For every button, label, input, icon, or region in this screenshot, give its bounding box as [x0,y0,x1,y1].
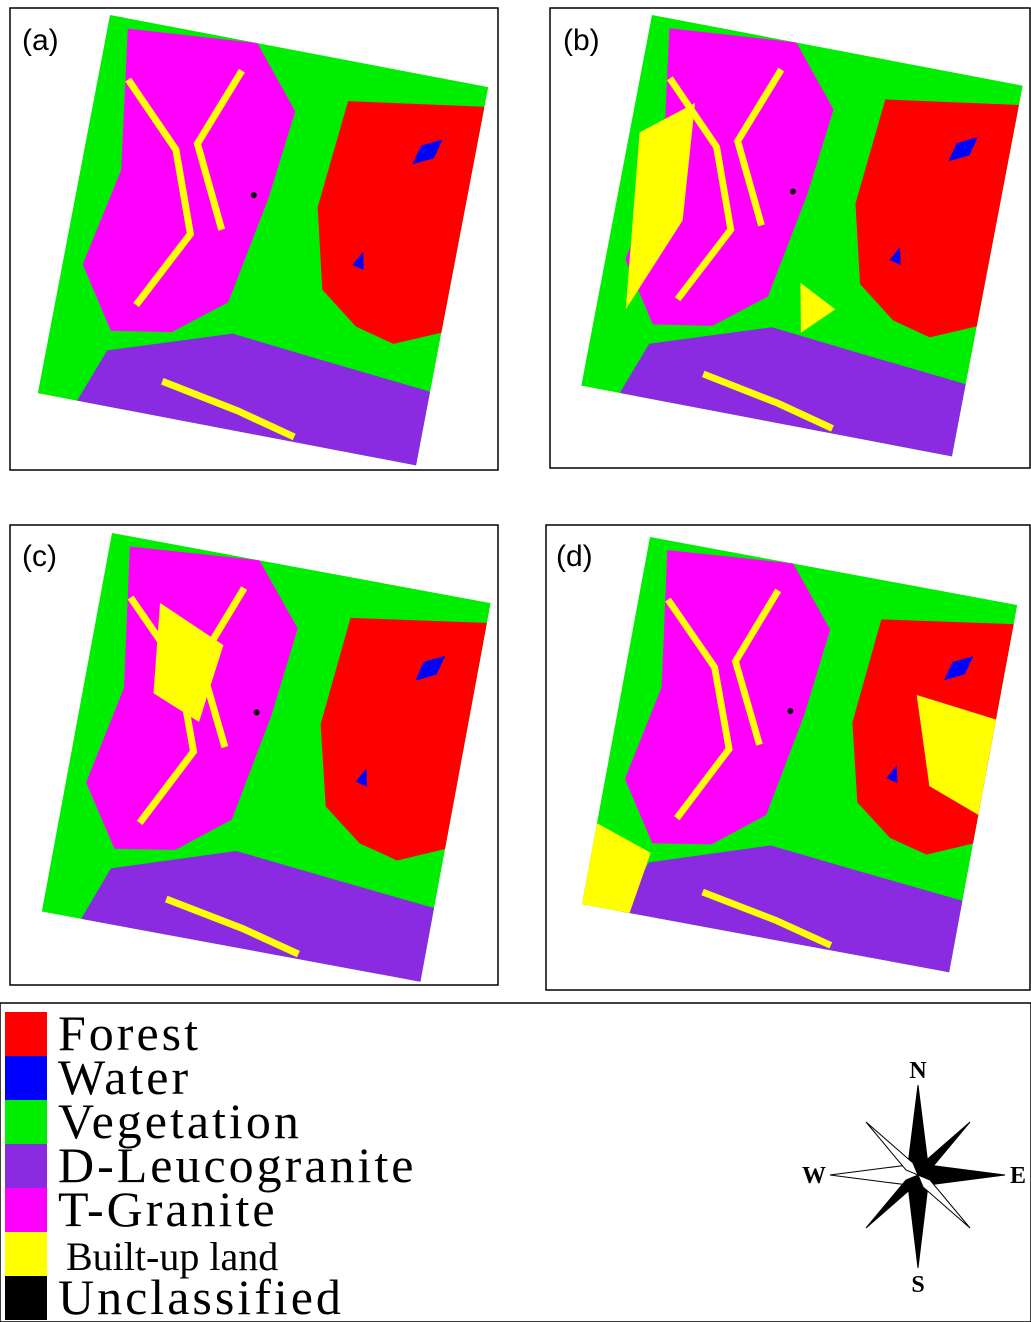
legend-swatch [5,1100,47,1144]
compass-letter: N [909,1058,927,1084]
legend-label: Unclassified [58,1269,344,1322]
compass-letter: S [911,1272,924,1298]
legend-swatch [5,1144,47,1188]
panel-label: (a) [22,24,59,57]
panel-label: (c) [22,540,57,573]
map-panel [582,537,1017,972]
legend: ForestWaterVegetationD-LeucograniteT-Gra… [5,1005,417,1322]
map-panel [581,15,1022,456]
panel-label: (d) [556,540,593,573]
map-panel [42,533,491,982]
compass-letter: W [802,1163,826,1189]
legend-swatch [5,1188,47,1232]
compass-letter: E [1010,1163,1026,1189]
legend-swatch [5,1232,47,1276]
map-panel [38,15,488,465]
panel-label: (b) [563,24,600,57]
legend-swatch [5,1276,47,1320]
figure: (a) (b) (c) (d) ForestWaterVegetationD-L… [0,0,1031,1322]
legend-swatch [5,1056,47,1100]
legend-swatch [5,1012,47,1056]
compass: N S W E [802,1058,1026,1298]
legend-label: T-Granite [58,1181,278,1237]
